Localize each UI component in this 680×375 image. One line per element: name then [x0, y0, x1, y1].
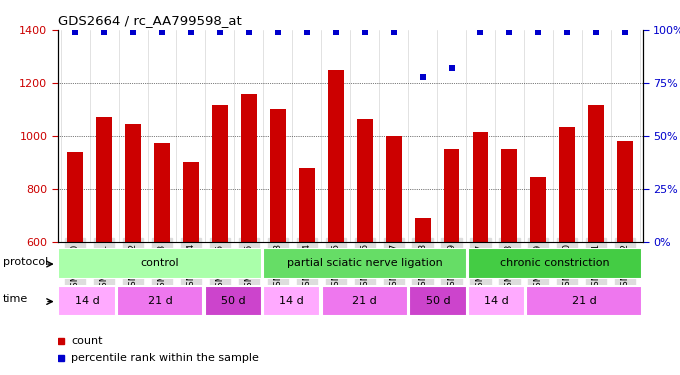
Bar: [468, 286, 525, 316]
Text: 50 d: 50 d: [426, 296, 450, 306]
Text: 21 d: 21 d: [572, 296, 596, 306]
Bar: [212, 105, 228, 242]
Bar: [357, 119, 373, 242]
Bar: [96, 117, 112, 242]
Bar: [58, 248, 262, 279]
Bar: [526, 286, 642, 316]
Bar: [263, 248, 466, 279]
Bar: [588, 105, 605, 242]
Text: partial sciatic nerve ligation: partial sciatic nerve ligation: [287, 258, 443, 268]
Bar: [205, 286, 262, 316]
Bar: [125, 124, 141, 242]
Text: percentile rank within the sample: percentile rank within the sample: [71, 353, 259, 363]
Text: 14 d: 14 d: [279, 296, 304, 306]
Text: control: control: [141, 258, 180, 268]
Bar: [67, 152, 83, 242]
Text: GDS2664 / rc_AA799598_at: GDS2664 / rc_AA799598_at: [58, 15, 241, 27]
Bar: [322, 286, 408, 316]
Bar: [299, 168, 315, 242]
Bar: [560, 127, 575, 242]
Bar: [473, 132, 488, 242]
Bar: [117, 286, 203, 316]
Bar: [409, 286, 466, 316]
Bar: [443, 149, 460, 242]
Bar: [501, 149, 517, 242]
Text: 21 d: 21 d: [148, 296, 173, 306]
Text: 14 d: 14 d: [484, 296, 509, 306]
Text: 50 d: 50 d: [221, 296, 245, 306]
Text: time: time: [3, 294, 28, 304]
Text: count: count: [71, 336, 103, 345]
Bar: [468, 248, 642, 279]
Bar: [530, 177, 546, 242]
Bar: [154, 142, 170, 242]
Bar: [241, 94, 257, 242]
Bar: [270, 110, 286, 242]
Bar: [183, 162, 199, 242]
Bar: [617, 141, 633, 242]
Text: 14 d: 14 d: [75, 296, 99, 306]
Bar: [328, 70, 343, 242]
Text: protocol: protocol: [3, 257, 48, 267]
Text: 21 d: 21 d: [352, 296, 377, 306]
Bar: [263, 286, 320, 316]
Bar: [386, 136, 402, 242]
Text: chronic constriction: chronic constriction: [500, 258, 610, 268]
Bar: [415, 218, 430, 242]
Bar: [58, 286, 116, 316]
